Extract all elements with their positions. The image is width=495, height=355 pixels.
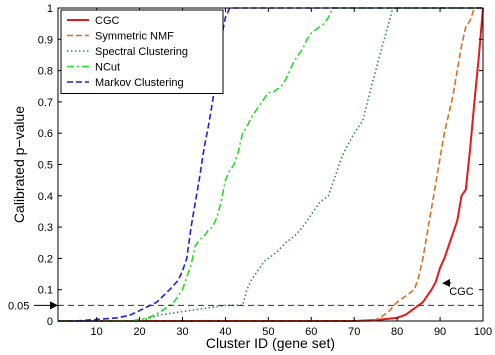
x-axis-title: Cluster ID (gene set) [206,335,335,351]
annotation-label: CGC [449,286,474,298]
series-line-3 [58,7,483,322]
annotations: CGC [442,278,474,298]
reference-line-label: 0.05 [8,300,29,312]
axis-ticks: 10 20 30 40 50 60 70 80 90 100 0 0.1 0.2 0.3 0.4 0.5 0.6… [38,3,492,338]
x-tick-label: 100 [474,326,492,338]
legend-label-2: Spectral Clustering [95,46,188,58]
reference-line-layer: 0.05 [8,300,483,312]
y-tick-label: 1 [47,3,53,15]
series-layer [58,7,484,322]
y-tick-label: 0.2 [38,253,53,265]
y-tick-label: 0.4 [38,191,53,203]
series-line-2 [58,7,483,322]
x-tick-label: 10 [91,326,103,338]
legend-label-3: NCut [95,62,120,74]
x-tick-label: 60 [305,326,317,338]
x-tick-label: 70 [348,326,360,338]
x-tick-label: 40 [219,326,231,338]
legend: CGC Symmetric NMF Spectral Clustering NCut M… [60,9,224,94]
y-tick-label: 0 [47,316,53,328]
y-tick-label: 0.9 [38,34,53,46]
x-tick-label: 90 [434,326,446,338]
y-tick-label: 0.7 [38,97,53,109]
y-tick-label: 0.1 [38,285,53,297]
x-tick-label: 80 [391,326,403,338]
y-tick-label: 0.6 [38,128,53,140]
x-tick-label: 30 [176,326,188,338]
series-line-0 [58,7,484,322]
legend-label-4: Markov Clustering [95,77,184,89]
legend-label-0: CGC [95,15,120,27]
y-tick-label: 0.8 [38,66,53,78]
x-tick-label: 20 [133,326,145,338]
y-tick-label: 0.5 [38,160,53,172]
y-tick-label: 0.3 [38,222,53,234]
x-tick-label: 50 [262,326,274,338]
series-line-1 [58,7,483,322]
y-axis-title: Calibrated p−value [11,106,27,223]
legend-label-1: Symmetric NMF [95,31,174,43]
